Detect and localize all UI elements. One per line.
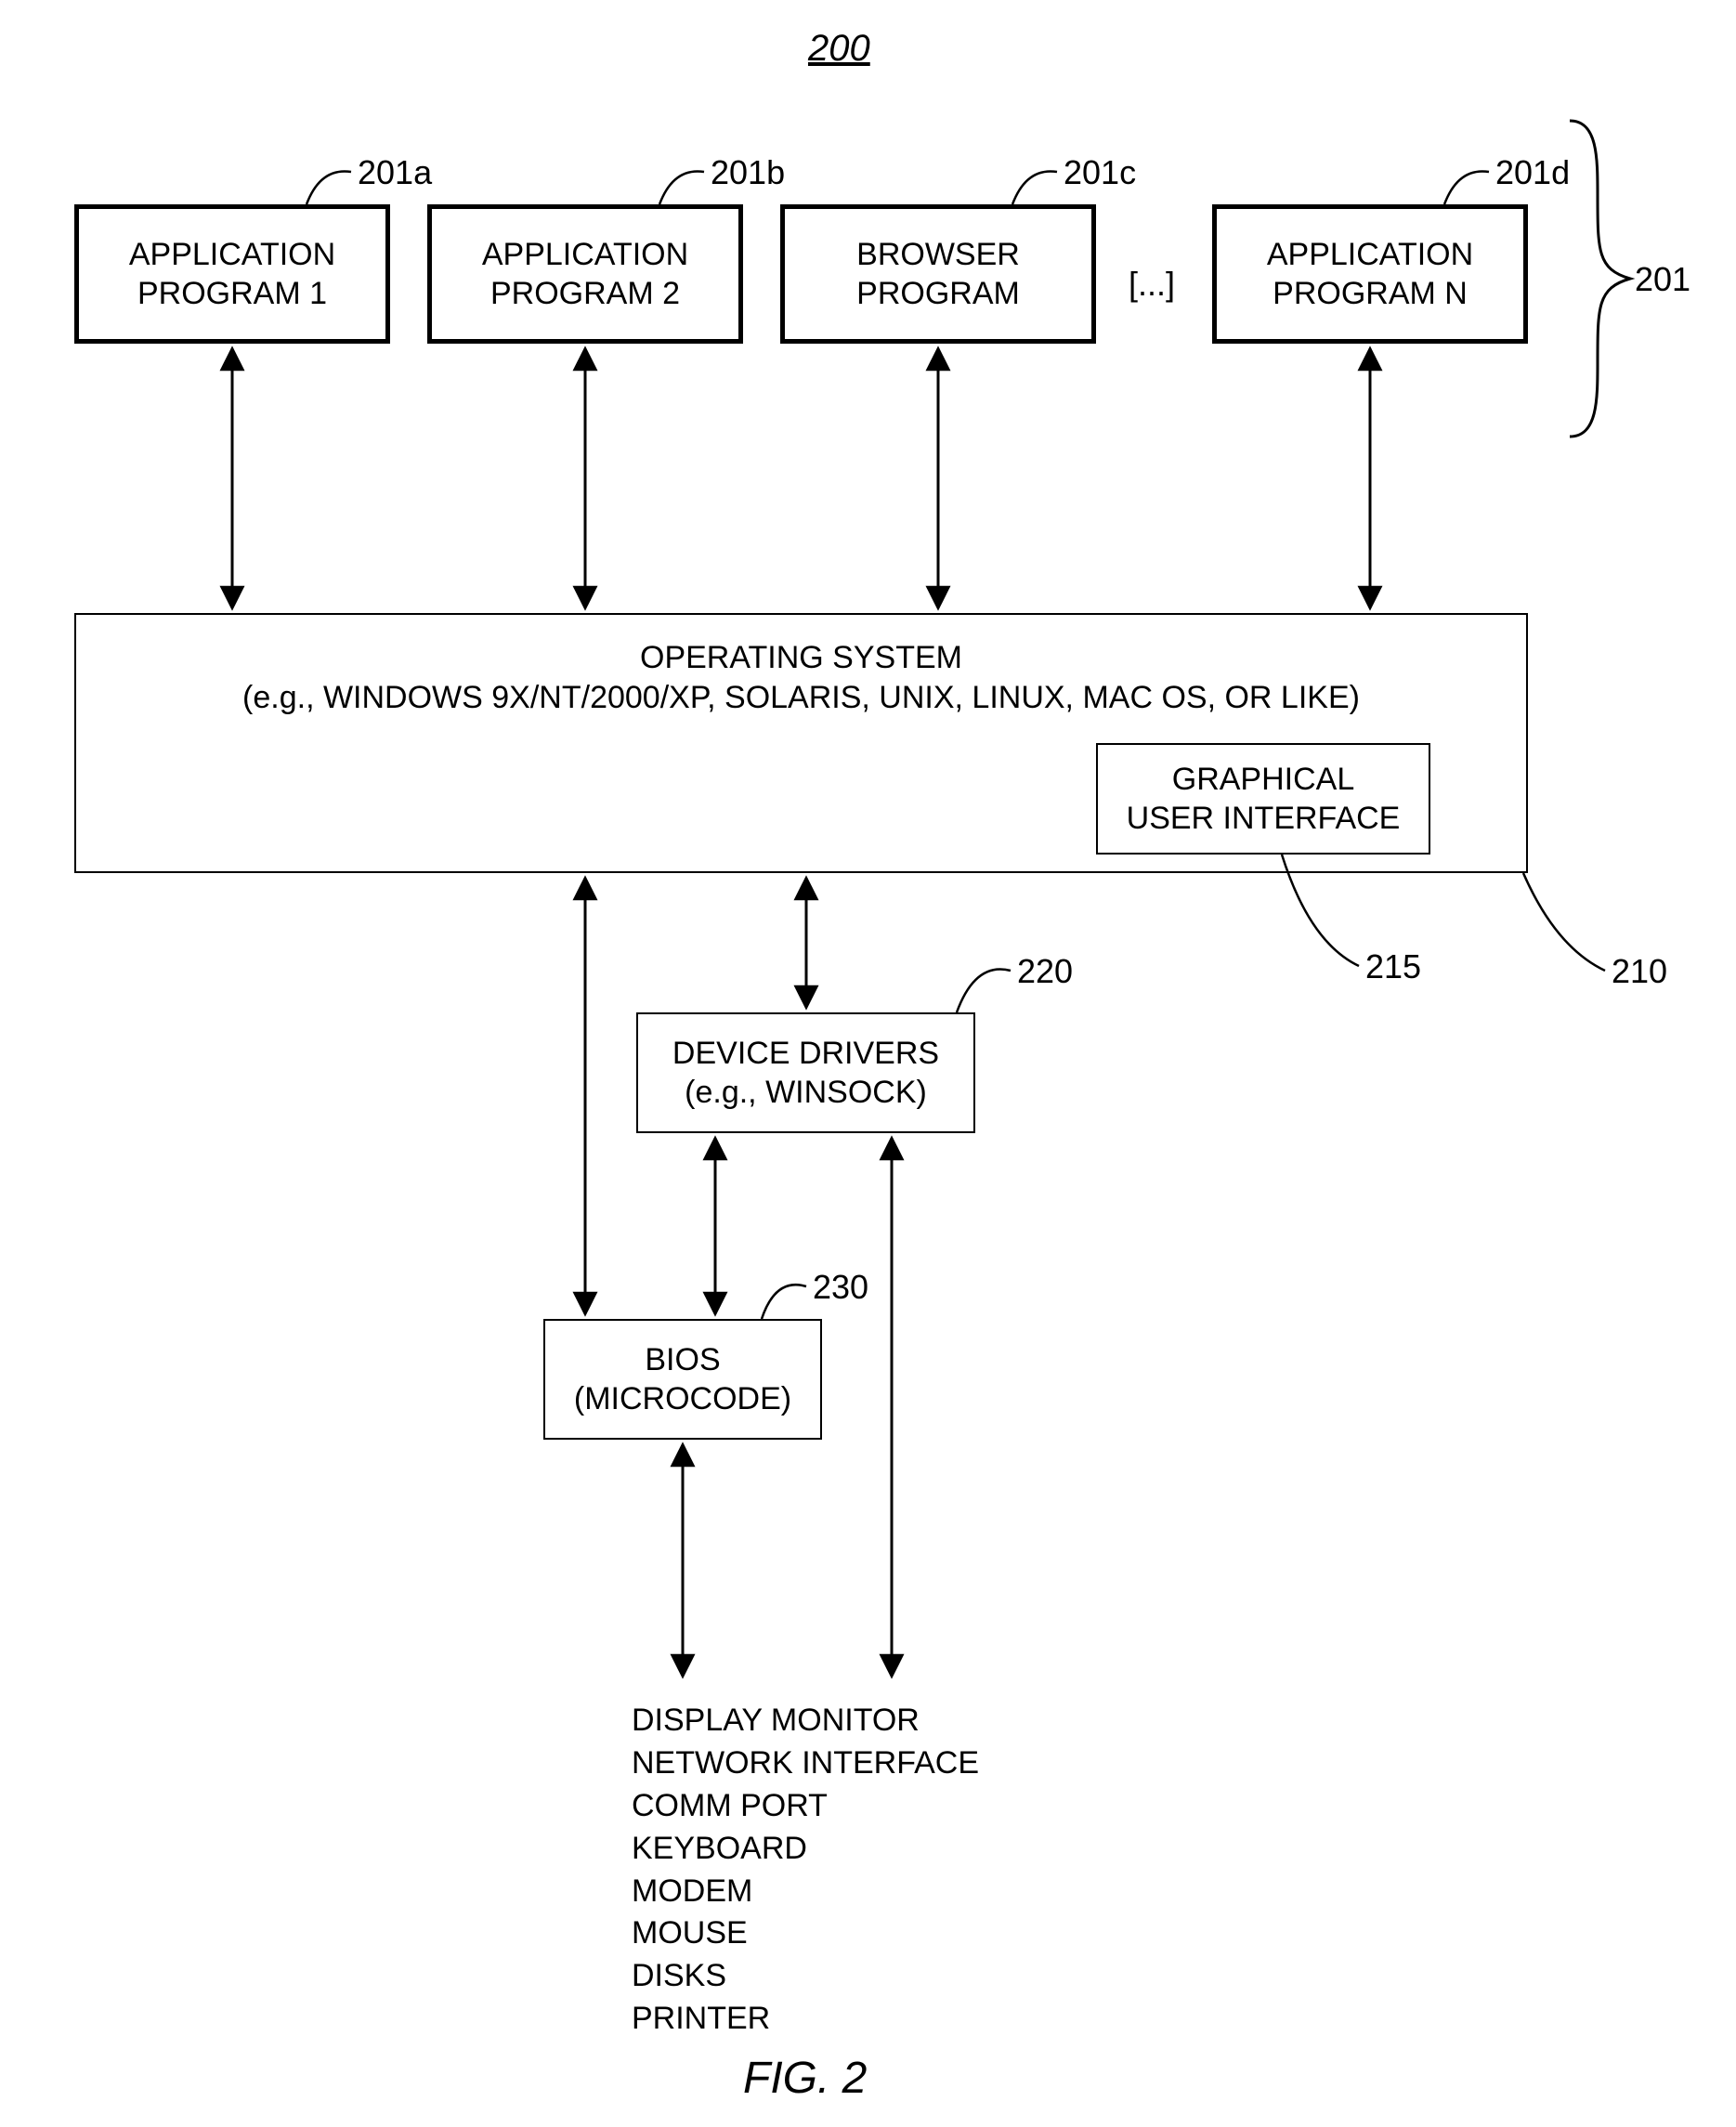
node-appn: APPLICATION PROGRAM N xyxy=(1212,204,1528,344)
ref-201c: 201c xyxy=(1064,153,1136,192)
node-browser-line1: BROWSER xyxy=(856,235,1020,275)
node-bios: BIOS (MICROCODE) xyxy=(543,1319,822,1440)
node-browser-line2: PROGRAM xyxy=(856,274,1020,314)
node-drivers: DEVICE DRIVERS (e.g., WINSOCK) xyxy=(636,1012,975,1133)
ref-220: 220 xyxy=(1017,952,1073,991)
node-gui: GRAPHICAL USER INTERFACE xyxy=(1096,743,1430,855)
device-item: COMM PORT xyxy=(632,1785,979,1828)
figure-caption: FIG. 2 xyxy=(743,2053,867,2104)
device-item: PRINTER xyxy=(632,1998,979,2041)
figure-stage: 200 APPLICATION PROGRAM 1 APPLICATION PR… xyxy=(0,0,1736,2127)
ref-230: 230 xyxy=(813,1268,868,1307)
device-item: MODEM xyxy=(632,1871,979,1913)
node-gui-line1: GRAPHICAL xyxy=(1172,760,1355,800)
node-drivers-line2: (e.g., WINSOCK) xyxy=(685,1073,927,1113)
node-bios-line2: (MICROCODE) xyxy=(574,1379,791,1419)
ref-201b: 201b xyxy=(711,153,785,192)
device-item: KEYBOARD xyxy=(632,1828,979,1871)
device-item: DISKS xyxy=(632,1955,979,1998)
device-item: MOUSE xyxy=(632,1912,979,1955)
node-bios-line1: BIOS xyxy=(645,1340,720,1380)
node-drivers-line1: DEVICE DRIVERS xyxy=(672,1034,939,1074)
ellipsis: [...] xyxy=(1129,265,1175,304)
ref-201a: 201a xyxy=(358,153,432,192)
device-list: DISPLAY MONITOR NETWORK INTERFACE COMM P… xyxy=(632,1700,979,2041)
node-app1-line1: APPLICATION xyxy=(129,235,335,275)
node-gui-line2: USER INTERFACE xyxy=(1127,799,1401,839)
node-appn-line1: APPLICATION xyxy=(1267,235,1473,275)
ref-215: 215 xyxy=(1365,947,1421,986)
ref-201: 201 xyxy=(1635,260,1690,299)
node-appn-line2: PROGRAM N xyxy=(1273,274,1468,314)
node-os-line2: (e.g., WINDOWS 9X/NT/2000/XP, SOLARIS, U… xyxy=(242,678,1360,718)
ref-201d: 201d xyxy=(1495,153,1570,192)
node-app1-line2: PROGRAM 1 xyxy=(137,274,327,314)
device-item: DISPLAY MONITOR xyxy=(632,1700,979,1742)
ref-210: 210 xyxy=(1612,952,1667,991)
node-app2-line2: PROGRAM 2 xyxy=(490,274,680,314)
node-app1: APPLICATION PROGRAM 1 xyxy=(74,204,390,344)
figure-number: 200 xyxy=(808,28,870,70)
device-item: NETWORK INTERFACE xyxy=(632,1742,979,1785)
node-app2-line1: APPLICATION xyxy=(482,235,688,275)
node-browser: BROWSER PROGRAM xyxy=(780,204,1096,344)
node-app2: APPLICATION PROGRAM 2 xyxy=(427,204,743,344)
node-os-line1: OPERATING SYSTEM xyxy=(640,638,962,678)
